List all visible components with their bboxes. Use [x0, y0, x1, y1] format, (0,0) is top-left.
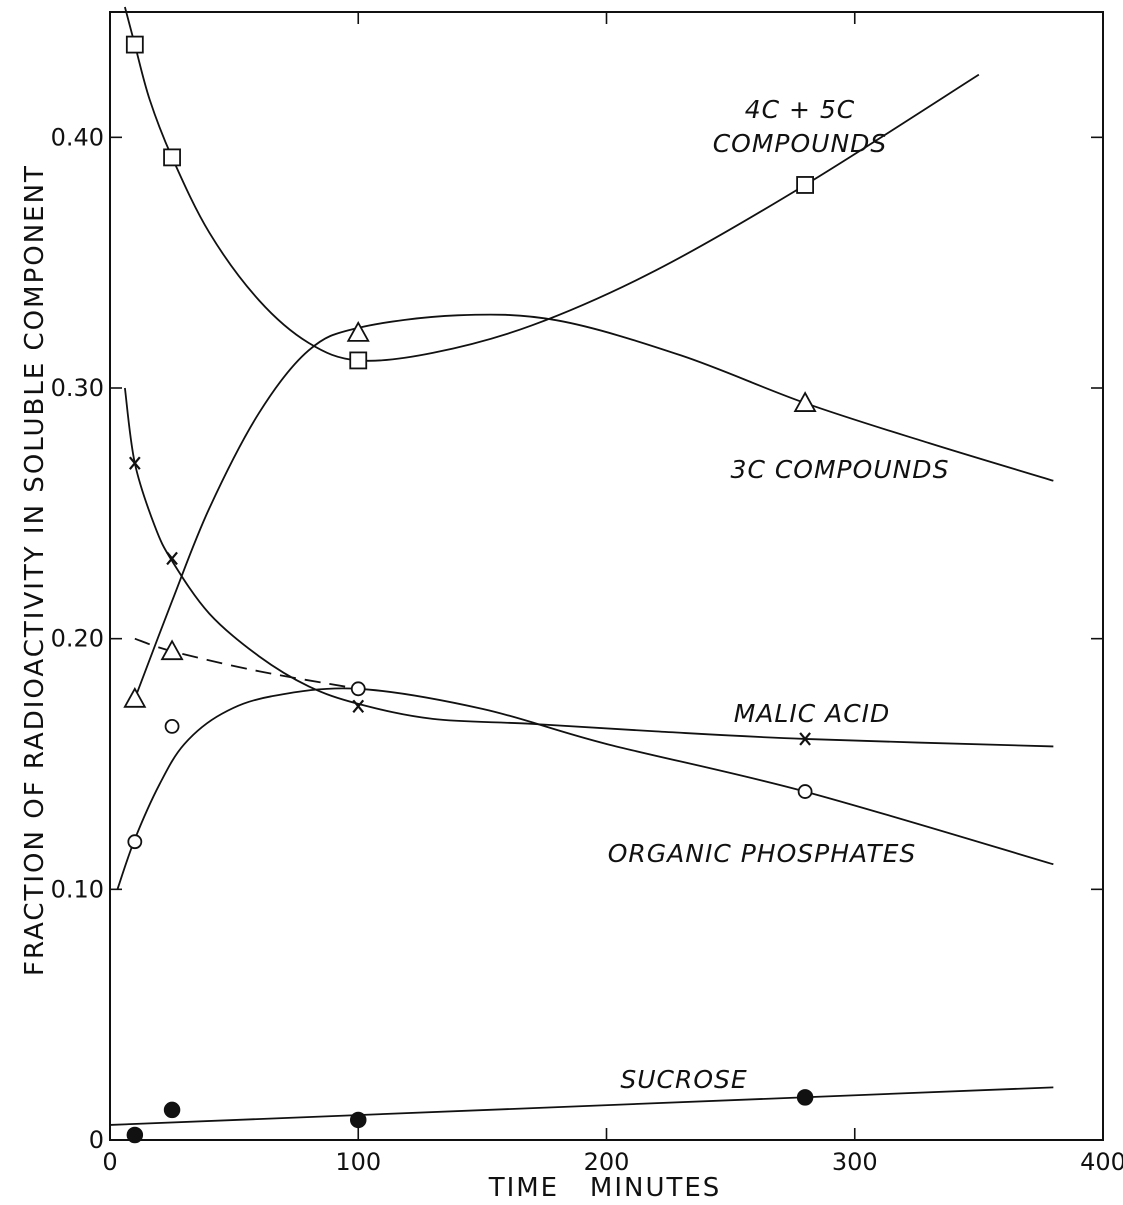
data-point-4c-5c-compounds: [349, 351, 368, 370]
y-tick-label: 0.40: [51, 123, 104, 151]
data-point-organic-phosphates: [127, 834, 143, 850]
data-point-4c-5c-compounds: [125, 35, 144, 54]
data-point-organic-phosphates: [797, 784, 813, 799]
plot-frame: [109, 11, 1104, 1141]
axis-ticks: 0 100 200 300 400 0 0.10 0.20 0.30 0.40: [51, 12, 1123, 1176]
data-point-4c-5c-compounds: [163, 148, 181, 167]
series-line-sucrose: [109, 1086, 1054, 1126]
plot-area-border: [109, 11, 1104, 1141]
y-tick-label: 0.10: [51, 875, 104, 903]
data-point-malic-acid: [352, 699, 365, 714]
x-tick-label: 100: [335, 1148, 381, 1176]
series-label-4c-5c-compounds: COMPOUNDS: [713, 129, 888, 158]
series-label-3c-compounds: 3C COMPOUNDS: [731, 455, 950, 484]
data-point-sucrose: [163, 1101, 181, 1119]
data-point-4c-5c-compounds: [796, 176, 814, 194]
series-label-organic-phosphates: ORGANIC PHOSPHATES: [608, 839, 917, 868]
data-point-malic-acid: [128, 456, 141, 470]
series-label-sucrose: SUCROSE: [620, 1065, 747, 1094]
series-line-malic-acid: [124, 387, 1054, 748]
data-point-3c-compounds: [160, 639, 184, 661]
y-tick-label: 0.20: [51, 625, 104, 653]
data-point-3c-compounds: [793, 391, 817, 412]
y-axis-title: FRACTION OF RADIOACTIVITY IN SOLUBLE COM…: [20, 164, 50, 976]
series-label-4c-5c-compounds: 4C + 5C: [745, 95, 856, 124]
x-tick-label: 300: [832, 1148, 878, 1176]
data-point-malic-acid: [166, 551, 178, 566]
y-tick-label: 0.30: [51, 374, 104, 402]
y-tick-label: 0: [89, 1126, 104, 1154]
data-point-malic-acid: [799, 732, 811, 746]
series-labels: 4C + 5C COMPOUNDS 3C COMPOUNDS MALIC ACID OR…: [608, 95, 950, 1094]
x-axis-title: TIME MINUTES: [488, 1173, 722, 1203]
series-markers: [123, 35, 817, 1144]
series-label-malic-acid: MALIC ACID: [734, 699, 891, 728]
series-line-3c-compounds: [133, 313, 1054, 700]
data-point-sucrose: [126, 1126, 144, 1144]
series-line-4c-5c-compounds: [124, 6, 980, 362]
data-point-sucrose: [350, 1111, 367, 1129]
data-point-3c-compounds: [123, 686, 147, 708]
data-point-organic-phosphates: [164, 719, 180, 734]
data-point-organic-phosphates: [350, 681, 366, 697]
x-tick-label: 200: [584, 1148, 630, 1176]
data-point-3c-compounds: [346, 321, 370, 342]
series-curves: [109, 6, 1054, 1126]
x-tick-label: 0: [102, 1148, 117, 1176]
x-tick-label: 400: [1080, 1148, 1123, 1176]
data-point-sucrose: [796, 1089, 814, 1106]
